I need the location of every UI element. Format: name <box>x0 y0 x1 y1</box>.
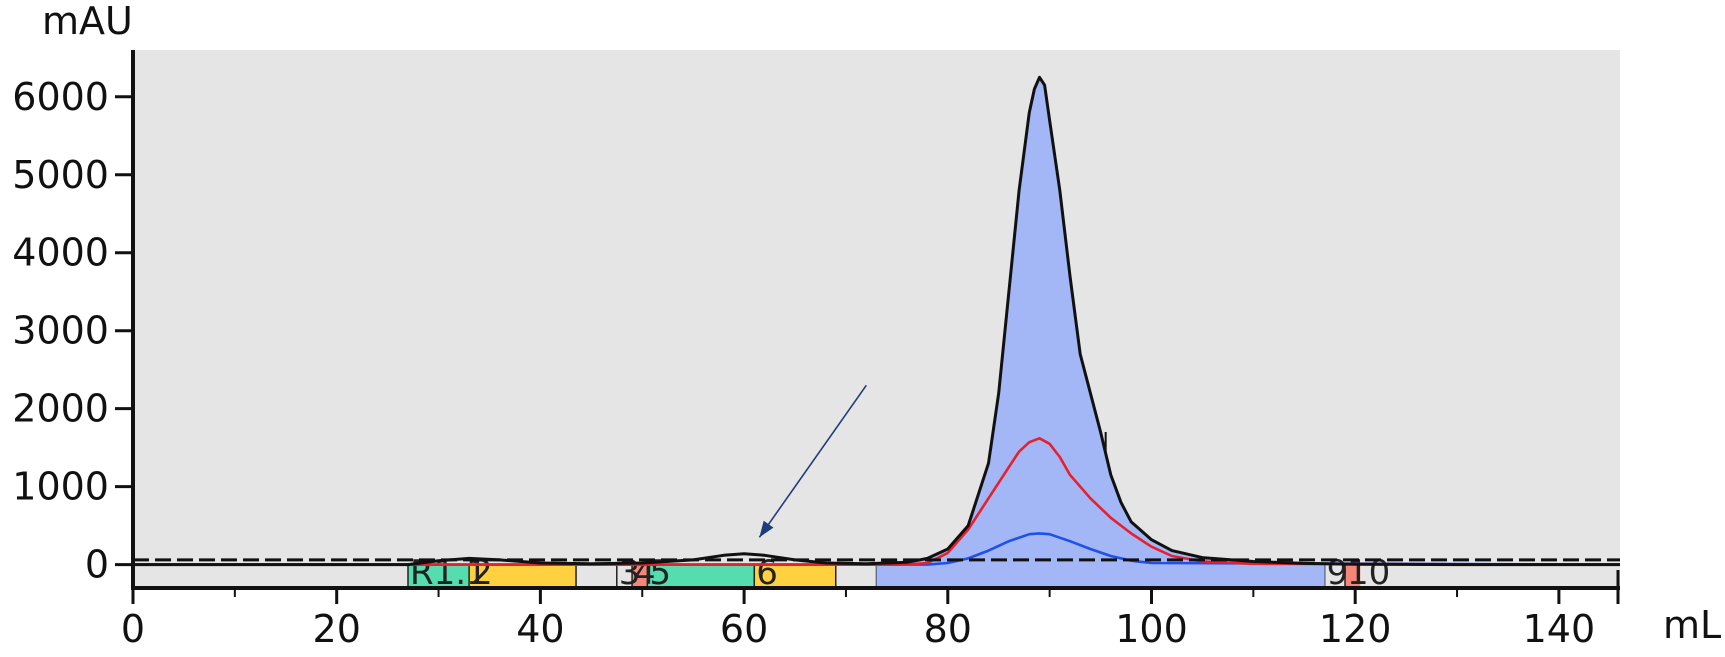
y-tick-label: 3000 <box>12 309 109 353</box>
plot-background <box>133 50 1620 588</box>
fraction-band <box>754 563 836 588</box>
peak-fill <box>876 77 1325 588</box>
y-tick-label: 0 <box>85 543 109 587</box>
x-tick-label: 120 <box>1319 607 1392 651</box>
fraction-band <box>407 563 470 588</box>
axis-layer: 0 1000 2000 3000 4000 5000 6000 0 20 40 60 80 100 120… <box>12 50 1620 651</box>
fraction-label: 6 <box>756 553 778 593</box>
black-trace <box>133 75 1620 567</box>
fraction-label: 2 <box>471 553 493 593</box>
y-tick-label: 5000 <box>12 153 109 197</box>
red-trace <box>133 436 1621 566</box>
y-tick-label: 1000 <box>12 465 109 509</box>
fraction-band <box>469 563 577 588</box>
annotation-layer <box>758 384 867 538</box>
y-axis-unit-label: mAU <box>42 0 133 43</box>
fraction-band <box>632 563 648 588</box>
x-tick-label: 0 <box>121 607 145 651</box>
peak-fill-layer <box>876 77 1325 588</box>
x-tick-label: 60 <box>720 607 768 651</box>
x-tick-label: 80 <box>924 607 972 651</box>
x-axis-unit-label: mL <box>1663 603 1721 647</box>
x-tick-label: 20 <box>313 607 361 651</box>
fraction-band <box>1345 563 1361 588</box>
x-tick-label: 140 <box>1523 607 1596 651</box>
fraction-band <box>647 563 755 588</box>
y-tick-label: 4000 <box>12 231 109 275</box>
annotation-arrow-line <box>758 384 867 538</box>
annotation-arrow-head <box>759 520 774 538</box>
x-tick-label: 100 <box>1115 607 1188 651</box>
x-tick-label: 40 <box>516 607 564 651</box>
y-tick-label: 2000 <box>12 387 109 431</box>
y-tick-label: 6000 <box>12 75 109 119</box>
